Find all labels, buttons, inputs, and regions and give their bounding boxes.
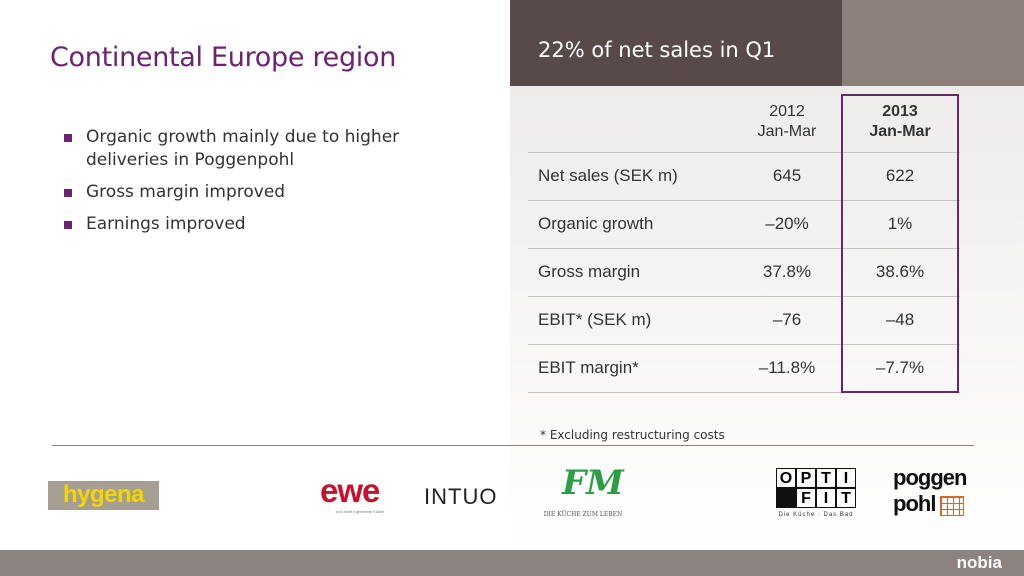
- column-header-2013: 2013 Jan-Mar: [869, 103, 931, 140]
- ewe-logo: ewe und nicht irgendeine Küche: [320, 472, 385, 515]
- divider: [52, 445, 974, 446]
- table-row: EBIT margin* –11.8% –7.7%: [528, 344, 960, 393]
- bullet-square-icon: [64, 134, 72, 142]
- bullet-list: Organic growth mainly due to higher deli…: [64, 126, 464, 245]
- bullet-item: Organic growth mainly due to higher deli…: [64, 126, 464, 172]
- table-row: Gross margin 37.8% 38.6%: [528, 248, 960, 296]
- bullet-square-icon: [64, 189, 72, 197]
- header-title: 22% of net sales in Q1: [538, 38, 776, 62]
- header-band-accent: [842, 0, 1024, 86]
- intuo-logo: INTUO: [424, 484, 498, 509]
- right-panel-background: [510, 0, 1024, 550]
- table-row: EBIT* (SEK m) –76 –48: [528, 296, 960, 344]
- table-row: Organic growth –20% 1%: [528, 200, 960, 248]
- bullet-square-icon: [64, 221, 72, 229]
- optifit-logo: O P T I F I T Die Küche · Das Bad: [776, 468, 864, 522]
- column-header-2012: 2012 Jan-Mar: [757, 103, 817, 140]
- poggenpohl-logo: poggen pohl: [893, 465, 967, 516]
- bullet-item: Earnings improved: [64, 213, 464, 236]
- highlight-column-frame: [841, 94, 959, 393]
- poggenpohl-grid-icon: [940, 496, 964, 516]
- nobia-logo: nobia: [956, 553, 1002, 572]
- bullet-item: Gross margin improved: [64, 181, 464, 204]
- results-table: 2012 Jan-Mar 2013 Jan-Mar Net sales (SEK…: [528, 94, 960, 393]
- fm-logo: FM DIE KÜCHE ZUM LEBEN: [543, 463, 624, 518]
- table-header: 2012 Jan-Mar 2013 Jan-Mar: [528, 94, 960, 152]
- header-band: [510, 0, 842, 86]
- footer-bar: nobia: [0, 550, 1024, 576]
- slide-title: Continental Europe region: [50, 42, 397, 73]
- table-row: Net sales (SEK m) 645 622: [528, 152, 960, 200]
- hygena-logo: hygena: [48, 481, 159, 510]
- footnote: * Excluding restructuring costs: [540, 428, 725, 442]
